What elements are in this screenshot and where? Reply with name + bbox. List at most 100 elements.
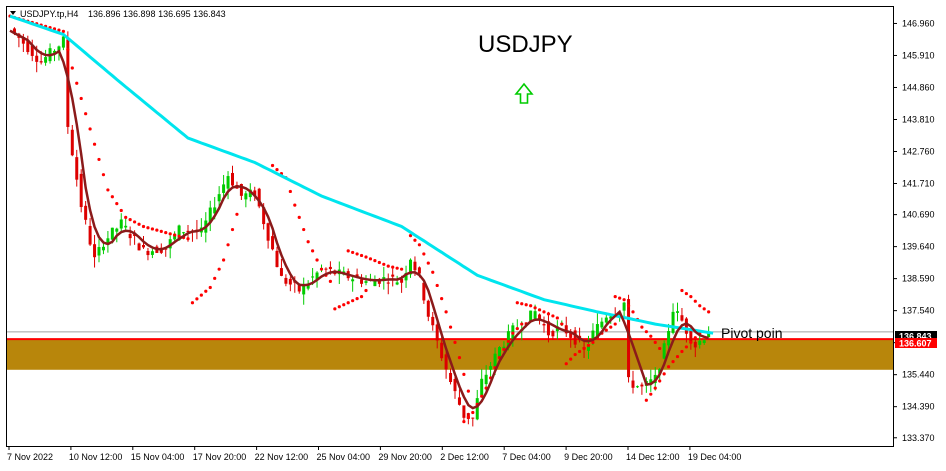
candle-body <box>640 384 644 387</box>
x-tick-label: 25 Nov 04:00 <box>317 452 371 462</box>
sar-dot <box>466 415 470 419</box>
candle-body <box>600 321 604 328</box>
candle-body <box>564 325 568 334</box>
x-tick-label: 10 Nov 12:00 <box>69 452 123 462</box>
x-tick-label: 29 Nov 20:00 <box>378 452 432 462</box>
sar-dot <box>315 258 319 262</box>
candle-body <box>489 366 493 370</box>
sar-dot <box>551 314 555 318</box>
sar-dot <box>306 240 310 244</box>
sar-dot <box>613 295 617 299</box>
candle-body <box>97 247 101 256</box>
y-tick-label: 133.370 <box>902 433 935 443</box>
candle-body <box>61 36 65 48</box>
candle-body <box>546 321 550 336</box>
candle-body <box>150 251 154 255</box>
candle-body <box>391 274 395 277</box>
candle-body <box>142 245 145 248</box>
y-tick-label: 144.860 <box>902 82 935 92</box>
sar-dot <box>649 334 653 338</box>
candle-body <box>297 284 301 292</box>
sar-dot <box>533 306 537 310</box>
candle-body <box>386 282 390 284</box>
sar-dot <box>293 203 297 207</box>
candle-body <box>182 232 186 234</box>
y-tick-label: 139.640 <box>902 242 935 252</box>
candle-body <box>306 283 310 289</box>
candle-body <box>457 397 461 405</box>
support-zone <box>7 331 893 370</box>
candle-body <box>328 266 332 270</box>
candle-body <box>462 405 466 418</box>
pivot-price-label: 136.607 <box>899 339 932 349</box>
sar-dot <box>675 354 680 359</box>
sar-dot <box>640 325 644 329</box>
sar-dot <box>213 276 217 280</box>
candle-body <box>662 343 666 359</box>
sar-dot <box>319 267 324 271</box>
candle-body <box>128 234 132 239</box>
candle-body <box>671 311 675 333</box>
sar-dot <box>128 218 132 222</box>
sar-dot <box>529 304 533 308</box>
candle-body <box>88 225 92 245</box>
sar-dot <box>564 362 568 366</box>
candle-body <box>409 259 412 275</box>
sar-dot <box>302 227 306 232</box>
candle-body <box>248 189 252 198</box>
candle-body <box>524 322 528 326</box>
sar-dot <box>573 352 577 357</box>
sar-dot <box>373 259 377 263</box>
moving-averages <box>9 14 714 410</box>
dropdown-arrow-icon[interactable] <box>10 11 16 15</box>
candle-body <box>239 183 243 196</box>
candle-body <box>635 386 639 388</box>
sar-dot <box>337 305 341 309</box>
candle-body <box>315 272 319 281</box>
candle-body <box>79 173 83 208</box>
pivot-price-tag <box>895 338 937 348</box>
sar-dot <box>173 233 177 237</box>
sar-dot <box>453 340 457 344</box>
sar-dot <box>604 328 608 332</box>
sar-dot <box>333 307 337 311</box>
candle-body <box>573 330 577 345</box>
candle-body <box>222 184 226 193</box>
candle-body <box>417 267 421 274</box>
sar-dot <box>199 293 203 297</box>
sar-dot <box>480 394 484 398</box>
sar-dot <box>57 28 61 32</box>
candle-body <box>75 157 79 180</box>
sar-dot <box>667 365 671 369</box>
candle-body <box>449 372 453 383</box>
sar-dot <box>569 357 573 361</box>
sar-dot <box>653 386 657 390</box>
candle-body <box>168 239 172 249</box>
candle-body <box>551 331 555 337</box>
candle-body <box>707 332 711 338</box>
current-price-label: 136.843 <box>899 332 932 342</box>
sar-dot <box>364 255 368 259</box>
candle-body <box>26 41 30 53</box>
y-tick-label: 142.760 <box>902 147 935 157</box>
candle-body <box>444 354 448 370</box>
candle-body <box>137 243 141 251</box>
sar-dot <box>582 346 586 351</box>
sar-dot <box>591 340 595 344</box>
sar-dot <box>444 310 448 314</box>
sar-dot <box>195 297 199 301</box>
sar-dot <box>680 349 684 354</box>
sar-dot <box>164 230 168 235</box>
candle-body <box>609 316 613 319</box>
sar-dot <box>368 257 373 261</box>
sar-dot <box>97 157 101 162</box>
y-tick-label: 146.960 <box>902 18 935 28</box>
candle-body <box>627 299 631 378</box>
x-tick-label: 7 Nov 2022 <box>7 452 53 462</box>
candle-body <box>39 61 43 63</box>
candle-body <box>649 379 653 385</box>
sar-dot <box>146 226 150 230</box>
sar-dot <box>471 410 475 415</box>
